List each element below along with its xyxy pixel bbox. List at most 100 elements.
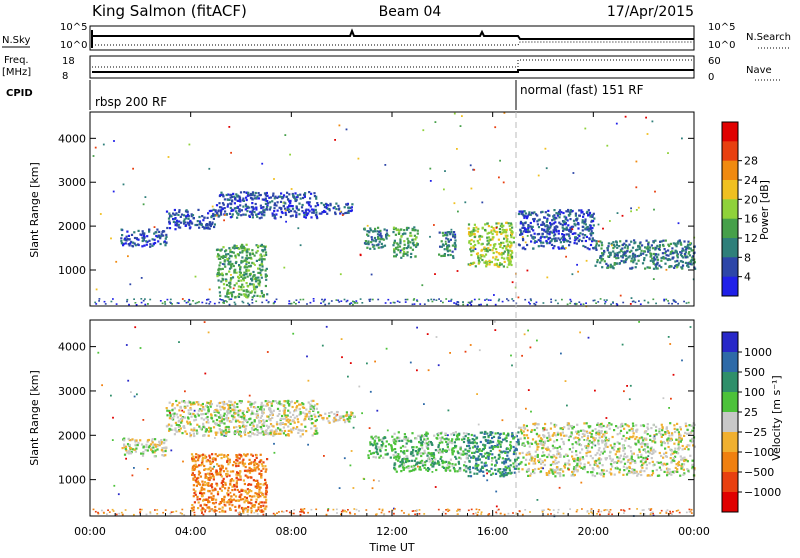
velocity-cell bbox=[260, 506, 262, 508]
power-near-range-cell bbox=[673, 299, 675, 301]
velocity-cell bbox=[277, 408, 279, 410]
power-cell bbox=[584, 246, 586, 248]
velocity-cell bbox=[305, 430, 307, 432]
velocity-cell bbox=[517, 431, 519, 433]
velocity-cell bbox=[189, 432, 191, 434]
velocity-cell bbox=[235, 459, 237, 461]
power-cell bbox=[239, 252, 241, 254]
power-cell bbox=[368, 231, 370, 233]
power-scatter-cell bbox=[430, 180, 432, 182]
velocity-cell bbox=[386, 440, 388, 442]
power-near-range-cell bbox=[186, 302, 188, 304]
velocity-cell bbox=[279, 433, 281, 435]
velocity-cell bbox=[268, 408, 270, 410]
velocity-cell bbox=[447, 467, 449, 469]
velocity-cell bbox=[662, 457, 664, 459]
power-cell bbox=[509, 225, 511, 227]
velocity-cell bbox=[230, 495, 232, 497]
velocity-cell bbox=[512, 437, 514, 439]
velocity-cell bbox=[419, 466, 421, 468]
velocity-cell bbox=[419, 452, 421, 454]
velocity-cell bbox=[420, 455, 422, 457]
power-cell bbox=[523, 215, 525, 217]
power-cell bbox=[593, 213, 595, 215]
power-near-range-cell bbox=[337, 300, 339, 302]
power-cell bbox=[480, 254, 482, 256]
power-scatter-cell bbox=[494, 126, 496, 128]
velocity-cell bbox=[251, 505, 253, 507]
velocity-cell bbox=[445, 441, 447, 443]
power-cell bbox=[559, 239, 561, 241]
power-cell bbox=[237, 276, 239, 278]
velocity-cell bbox=[193, 492, 195, 494]
velocity-cell bbox=[423, 438, 425, 440]
power-near-range-cell bbox=[206, 303, 208, 305]
power-cell bbox=[547, 210, 549, 212]
power-cell bbox=[582, 216, 584, 218]
power-cell bbox=[546, 236, 548, 238]
power-cell bbox=[615, 241, 617, 243]
velocity-cell bbox=[232, 415, 234, 417]
power-cell bbox=[173, 214, 175, 216]
power-cell bbox=[620, 255, 622, 257]
power-near-range-cell bbox=[128, 304, 130, 306]
power-cell bbox=[386, 229, 388, 231]
velocity-cell bbox=[247, 509, 249, 511]
velocity-cell bbox=[294, 422, 296, 424]
velocity-cell bbox=[235, 420, 237, 422]
velocity-cell bbox=[199, 455, 201, 457]
velocity-cell bbox=[435, 469, 437, 471]
power-cell bbox=[254, 291, 256, 293]
power-cell bbox=[634, 255, 636, 257]
velocity-cell bbox=[254, 459, 256, 461]
velocity-cell bbox=[210, 413, 212, 415]
power-scatter-cell bbox=[422, 129, 424, 131]
power-scatter-cell bbox=[435, 121, 437, 123]
power-cell bbox=[530, 240, 532, 242]
power-cell bbox=[169, 227, 171, 229]
power-cell bbox=[220, 192, 222, 194]
power-cell bbox=[532, 226, 534, 228]
power-near-range-cell bbox=[295, 303, 297, 305]
cpid-segment-2: normal (fast) 151 RF bbox=[520, 83, 644, 97]
velocity-cell bbox=[369, 441, 371, 443]
power-cell bbox=[184, 218, 186, 220]
power-cell bbox=[241, 251, 243, 253]
power-near-range-cell bbox=[397, 301, 399, 303]
velocity-cell bbox=[326, 417, 328, 419]
power-cell bbox=[589, 216, 591, 218]
velocity-cell bbox=[213, 410, 215, 412]
power-cell bbox=[378, 231, 380, 233]
power-cell bbox=[225, 273, 227, 275]
power-cell bbox=[442, 232, 444, 234]
power-cell bbox=[223, 287, 225, 289]
velocity-cell bbox=[221, 434, 223, 436]
velocity-cell bbox=[282, 418, 284, 420]
power-cell bbox=[578, 240, 580, 242]
velocity-cell bbox=[302, 433, 304, 435]
power-cell bbox=[346, 204, 348, 206]
power-cell bbox=[262, 258, 264, 260]
velocity-cell bbox=[680, 428, 682, 430]
velocity-cell bbox=[271, 405, 273, 407]
velocity-cell bbox=[210, 470, 212, 472]
power-cell bbox=[244, 295, 246, 297]
velocity-cell bbox=[193, 433, 195, 435]
power-cell bbox=[607, 249, 609, 251]
power-cell bbox=[622, 244, 624, 246]
power-cell bbox=[507, 250, 509, 252]
power-cell bbox=[145, 240, 147, 242]
velocity-cell bbox=[663, 453, 665, 455]
velocity-cell bbox=[175, 422, 177, 424]
velocity-cell bbox=[348, 420, 350, 422]
velocity-cell bbox=[232, 418, 234, 420]
velocity-cell bbox=[310, 427, 312, 429]
power-cell bbox=[228, 247, 230, 249]
velocity-cell bbox=[190, 423, 192, 425]
power-scatter-cell bbox=[454, 113, 456, 115]
velocity-cell bbox=[412, 446, 414, 448]
power-cell bbox=[555, 228, 557, 230]
velocity-cell bbox=[638, 456, 640, 458]
power-scatter-cell bbox=[300, 244, 302, 246]
power-cell bbox=[259, 264, 261, 266]
